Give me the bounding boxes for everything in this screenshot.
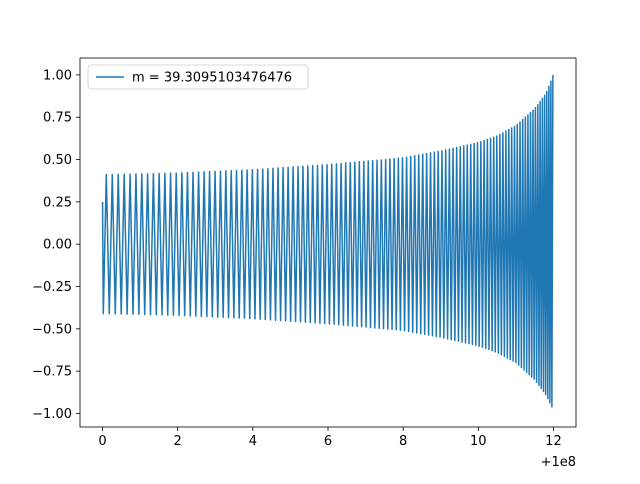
y-tick-label: −0.50 <box>32 322 72 337</box>
x-tick-label: 4 <box>249 434 257 449</box>
legend: m = 39.3095103476476 <box>87 64 309 90</box>
series-line-0 <box>101 74 555 408</box>
y-tick-label: 0.00 <box>43 238 72 253</box>
y-tick-label: 1.00 <box>43 68 72 83</box>
x-tick-label: 2 <box>174 434 182 449</box>
x-tick-label: 6 <box>324 434 332 449</box>
y-tick-label: 0.25 <box>43 195 72 210</box>
legend-box <box>87 64 309 90</box>
x-offset-label: +1e8 <box>541 455 576 470</box>
x-tick-label: 10 <box>470 434 487 449</box>
y-tick-label: 0.75 <box>43 111 72 126</box>
axes-layer: 0 2 4 6 8 10 12 +1e8 −1.00 −0.75 −0.50 −0.25 0.00 0.2… <box>32 57 577 470</box>
y-tick-label: −1.00 <box>32 407 72 422</box>
x-tick-label: 0 <box>98 434 106 449</box>
y-tick-label: −0.25 <box>32 280 72 295</box>
y-tick-label: 0.50 <box>43 153 72 168</box>
x-tick-label: 12 <box>545 434 562 449</box>
y-tick-label: −0.75 <box>32 365 72 380</box>
x-tick-label: 8 <box>399 434 407 449</box>
series-layer <box>101 74 555 408</box>
legend-label: m = 39.3095103476476 <box>132 71 292 86</box>
